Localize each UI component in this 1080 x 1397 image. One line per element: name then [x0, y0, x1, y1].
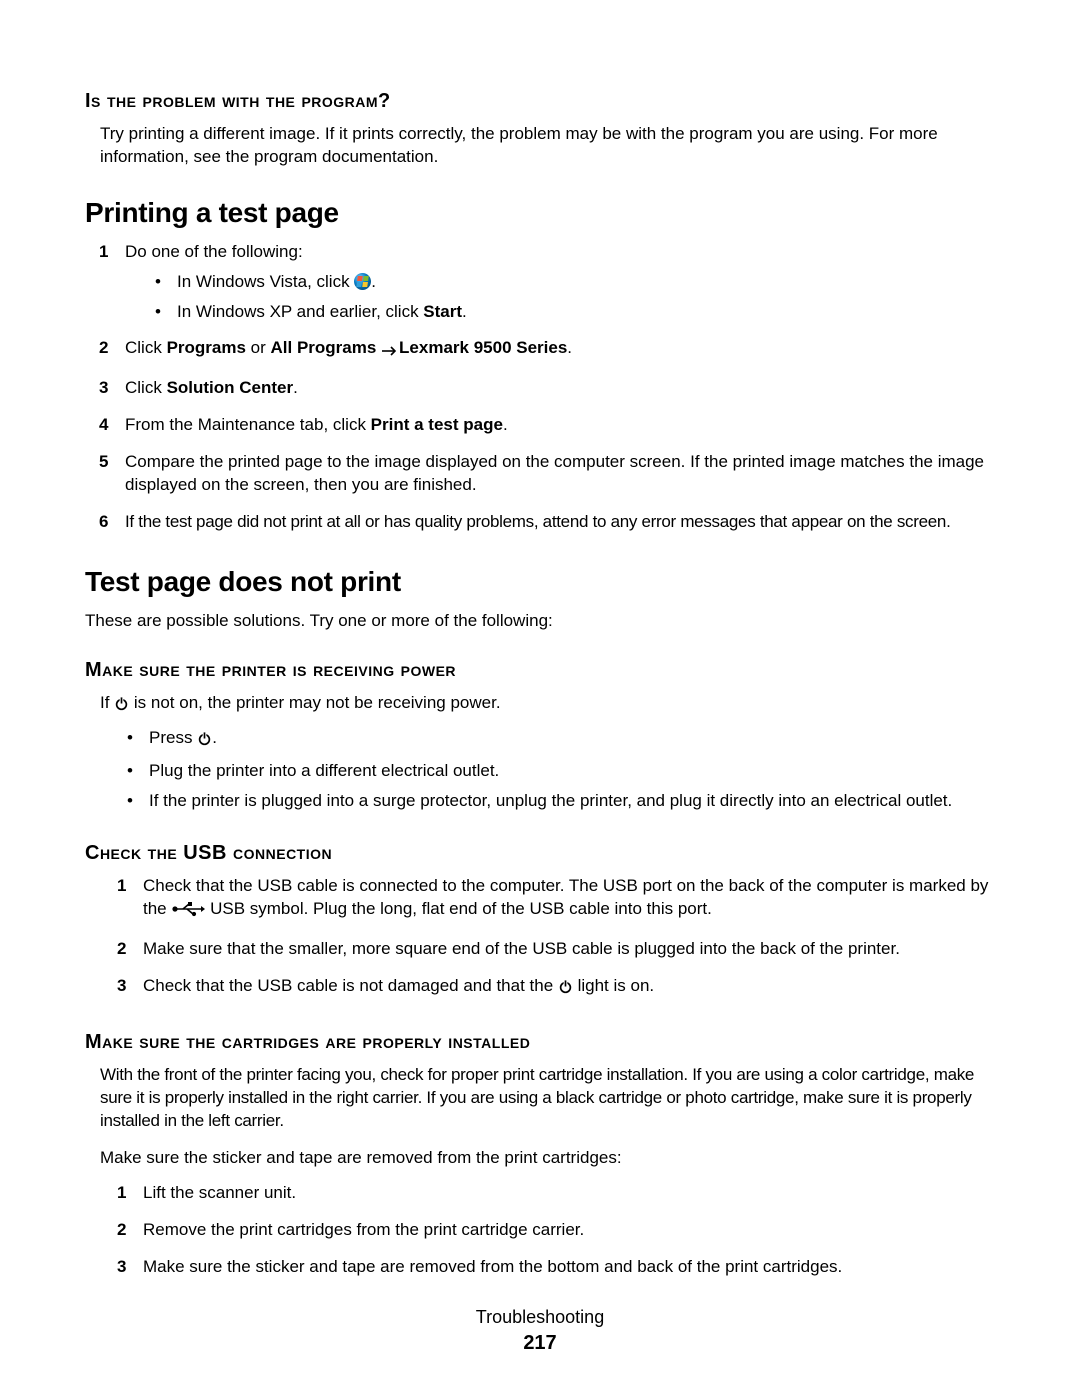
step-4: From the Maintenance tab, click Print a … [85, 414, 1000, 437]
text: light is on. [573, 976, 654, 995]
document-page: Is the problem with the program? Try pri… [0, 0, 1080, 1397]
print-test-steps: Do one of the following: In Windows Vist… [85, 241, 1000, 534]
step-2: Click Programs or All Programs Lexmark 9… [85, 337, 1000, 363]
heading-test-page-no-print: Test page does not print [85, 566, 1000, 598]
text: . [293, 378, 298, 397]
text-bold: Print a test page [371, 415, 503, 434]
subhead-usb-connection: Check the USB connection [85, 842, 1000, 865]
text: Check that the USB cable is not damaged … [143, 976, 558, 995]
footer-page-number: 217 [523, 1332, 556, 1354]
usb-step-2: Make sure that the smaller, more square … [103, 938, 1000, 961]
step-1: Do one of the following: In Windows Vist… [85, 241, 1000, 324]
power-bullet-press: Press . [127, 726, 1000, 753]
text: . [212, 728, 217, 747]
text: . [567, 338, 572, 357]
heading-printing-test-page: Printing a test page [85, 197, 1000, 229]
power-icon [114, 695, 129, 718]
step-1-bullets: In Windows Vista, click . In Windows XP … [155, 270, 1000, 324]
power-icon [558, 978, 573, 1001]
vista-start-icon [354, 273, 371, 290]
step-1-lead: Do one of the following: [125, 242, 303, 261]
step-1-bullet-vista: In Windows Vista, click . [155, 270, 1000, 294]
cartridge-step-3: Make sure the sticker and tape are remov… [103, 1256, 1000, 1279]
subhead-receiving-power: Make sure the printer is receiving power [85, 659, 1000, 682]
right-arrow-icon [381, 340, 399, 363]
cartridge-steps: Lift the scanner unit. Remove the print … [103, 1182, 1000, 1279]
text: Press [149, 728, 197, 747]
text-bold: Programs [167, 338, 246, 357]
text: If [100, 693, 114, 712]
text-bold: Lexmark 9500 Series [399, 338, 567, 357]
step-6: If the test page did not print at all or… [85, 511, 1000, 534]
text: . [503, 415, 508, 434]
cartridges-p2: Make sure the sticker and tape are remov… [85, 1147, 1000, 1170]
text: or [246, 338, 271, 357]
power-icon [197, 729, 212, 753]
text: is not on, the printer may not be receiv… [129, 693, 500, 712]
power-bullets: Press . Plug the printer into a differen… [127, 726, 1000, 812]
text: Click [125, 378, 167, 397]
step-1-bullet-xp: In Windows XP and earlier, click Start. [155, 300, 1000, 324]
usb-icon [171, 901, 205, 924]
text: . [462, 302, 467, 321]
text-bold: Start [423, 302, 462, 321]
page-footer: Troubleshooting 217 [0, 1307, 1080, 1355]
text: In Windows XP and earlier, click [177, 302, 423, 321]
text: Click [125, 338, 167, 357]
no-print-intro: These are possible solutions. Try one or… [85, 610, 1000, 633]
power-bullet-surge: If the printer is plugged into a surge p… [127, 789, 1000, 813]
text-bold: All Programs [271, 338, 377, 357]
step-5: Compare the printed page to the image di… [85, 451, 1000, 497]
usb-step-1: Check that the USB cable is connected to… [103, 875, 1000, 924]
power-bullet-outlet: Plug the printer into a different electr… [127, 759, 1000, 783]
cartridges-p1: With the front of the printer facing you… [85, 1064, 1000, 1133]
subhead-problem-program: Is the problem with the program? [85, 90, 1000, 113]
text: . [371, 272, 376, 291]
text-bold: Solution Center [167, 378, 294, 397]
text: USB symbol. Plug the long, flat end of t… [205, 899, 712, 918]
footer-section: Troubleshooting [0, 1307, 1080, 1328]
cartridge-step-1: Lift the scanner unit. [103, 1182, 1000, 1205]
step-3: Click Solution Center. [85, 377, 1000, 400]
text: From the Maintenance tab, click [125, 415, 371, 434]
usb-step-3: Check that the USB cable is not damaged … [103, 975, 1000, 1001]
text: In Windows Vista, click [177, 272, 354, 291]
usb-steps: Check that the USB cable is connected to… [103, 875, 1000, 1001]
cartridge-step-2: Remove the print cartridges from the pri… [103, 1219, 1000, 1242]
subhead-cartridges: Make sure the cartridges are properly in… [85, 1031, 1000, 1054]
problem-program-body: Try printing a different image. If it pr… [85, 123, 1000, 169]
power-line: If is not on, the printer may not be rec… [85, 692, 1000, 718]
